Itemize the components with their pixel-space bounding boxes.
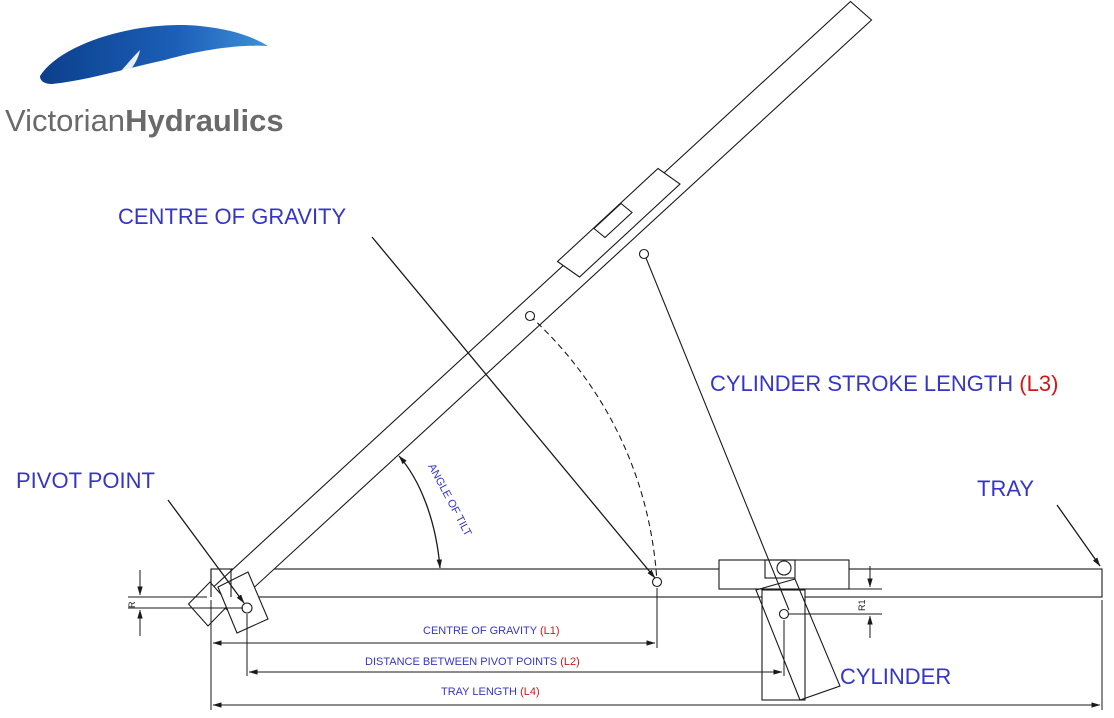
pivot-pin bbox=[241, 602, 253, 614]
cylinder-barrel-tilted bbox=[755, 578, 841, 701]
dim-l2-text: DISTANCE BETWEEN PIVOT POINTS (L2) bbox=[365, 656, 580, 668]
dim-r-label: R bbox=[127, 601, 137, 608]
dim-l4-ref: (L4) bbox=[520, 686, 540, 698]
label-cylinder: CYLINDER bbox=[840, 664, 951, 689]
dim-l2-ref: (L2) bbox=[560, 656, 580, 668]
dimension-lines bbox=[128, 566, 1103, 710]
dim-l1-ref: (L1) bbox=[540, 625, 560, 637]
logo-swoosh-stroke-icon bbox=[108, 50, 230, 90]
callouts bbox=[167, 236, 1101, 604]
label-angle-of-tilt: ANGLE OF TILT bbox=[425, 462, 473, 539]
cylinder-top-eye bbox=[776, 560, 792, 576]
sleeve-pin bbox=[638, 248, 650, 260]
label-pivot-point: PIVOT POINT bbox=[16, 468, 155, 493]
dim-l1-label: CENTRE OF GRAVITY bbox=[423, 625, 538, 637]
label-cylinder-stroke-length-ref: (L3) bbox=[1019, 371, 1058, 396]
tilted-arm bbox=[206, 0, 873, 612]
cylinder-assembly bbox=[638, 248, 850, 701]
cog-point-arm bbox=[524, 310, 536, 322]
cog-point-tray bbox=[651, 576, 663, 588]
label-tray: TRAY bbox=[977, 476, 1034, 501]
logo-swoosh-icon bbox=[40, 25, 268, 84]
arm-body bbox=[206, 0, 873, 612]
dim-l2-label: DISTANCE BETWEEN PIVOT POINTS bbox=[365, 656, 557, 668]
cog-arc bbox=[524, 310, 663, 588]
logo-brand-bold: Hydraulics bbox=[125, 103, 284, 138]
svg-text:VictorianHydraulics: VictorianHydraulics bbox=[5, 103, 284, 138]
dim-l4-text: TRAY LENGTH (L4) bbox=[441, 686, 540, 698]
label-cylinder-stroke-length-text: CYLINDER STROKE LENGTH bbox=[710, 371, 1013, 396]
dim-l4-label: TRAY LENGTH bbox=[441, 686, 517, 698]
arm-sleeve bbox=[556, 167, 681, 278]
label-centre-of-gravity: CENTRE OF GRAVITY bbox=[118, 204, 346, 229]
logo-brand-light: Victorian bbox=[5, 103, 125, 138]
cylinder-stroke-line bbox=[645, 257, 790, 611]
dim-r1-label: R1 bbox=[857, 599, 867, 611]
cylinder-pivot bbox=[778, 608, 790, 620]
victorian-hydraulics-logo: VictorianHydraulics bbox=[5, 25, 284, 138]
labels: CENTRE OF GRAVITY CYLINDER STROKE LENGTH… bbox=[16, 204, 1058, 698]
dim-l1-text: CENTRE OF GRAVITY (L1) bbox=[423, 625, 560, 637]
label-cylinder-stroke-length: CYLINDER STROKE LENGTH (L3) bbox=[710, 371, 1058, 396]
arm-sleeve-inner bbox=[593, 202, 633, 239]
